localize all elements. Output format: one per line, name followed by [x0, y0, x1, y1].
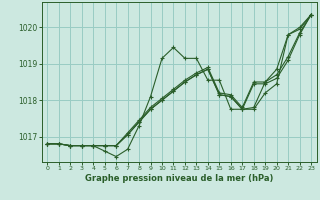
X-axis label: Graphe pression niveau de la mer (hPa): Graphe pression niveau de la mer (hPa): [85, 174, 273, 183]
